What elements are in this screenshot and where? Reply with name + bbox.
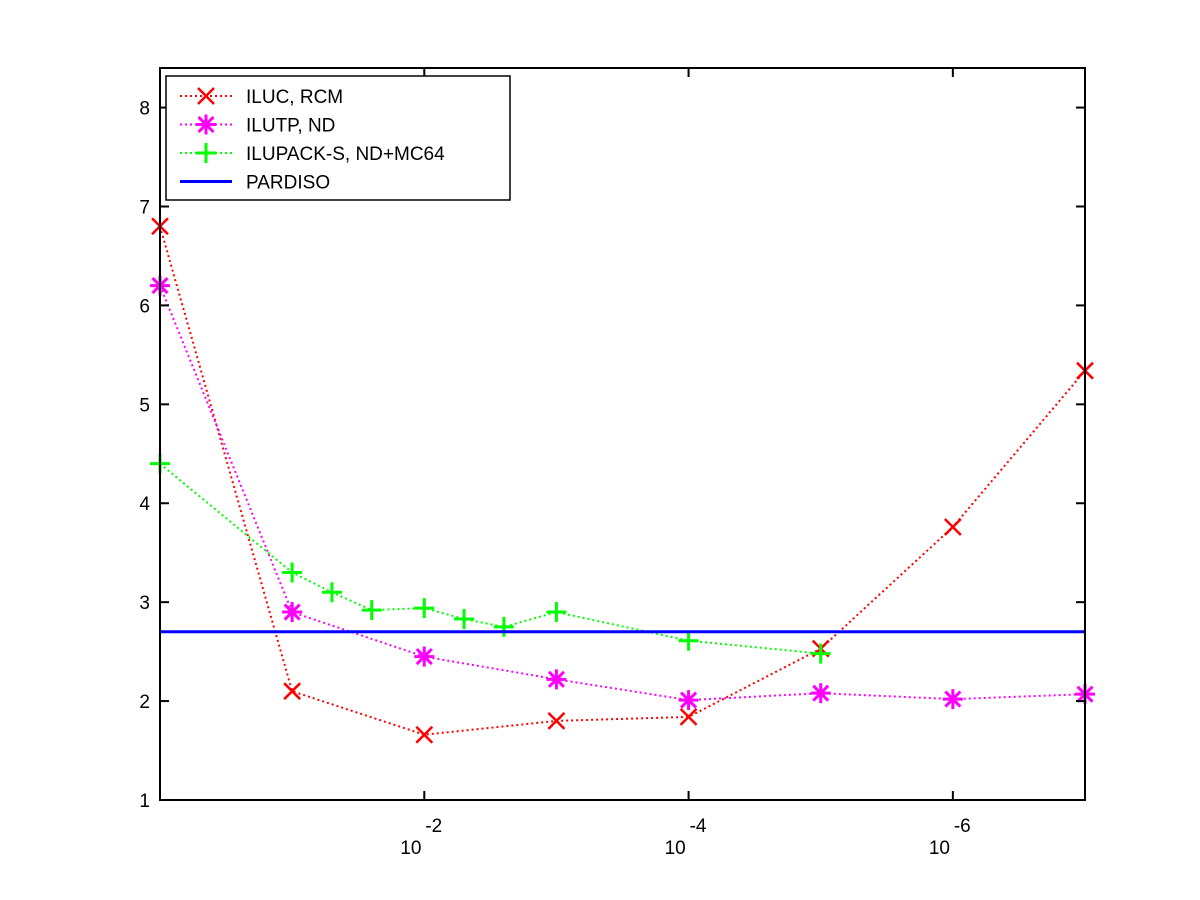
y-tick-label: 8 bbox=[139, 99, 150, 120]
marker-stroke bbox=[415, 725, 434, 744]
x-tick-label-exponent: -6 bbox=[954, 816, 971, 837]
series-0 bbox=[151, 217, 1094, 744]
legend-box bbox=[165, 75, 511, 201]
series-line bbox=[159, 285, 1086, 702]
y-tick-label: 5 bbox=[139, 395, 150, 416]
plot-frame bbox=[159, 67, 1086, 801]
series-line bbox=[159, 226, 1086, 736]
data-point bbox=[546, 602, 567, 623]
y-tick-label: 2 bbox=[139, 692, 150, 713]
data-point bbox=[282, 562, 303, 583]
legend: ILUC, RCM ILUTP, ND ILUPACK-S, ND+MC64 PARD… bbox=[165, 75, 511, 201]
marker-stroke bbox=[197, 87, 215, 105]
x-tick-label-base: 10 bbox=[929, 838, 950, 859]
legend-item: PARDISO bbox=[180, 173, 330, 194]
x-tick-label-base: 10 bbox=[665, 838, 686, 859]
legend-item: ILUC, RCM bbox=[180, 87, 343, 108]
y-tick-label: 7 bbox=[139, 197, 150, 218]
data-point bbox=[493, 616, 514, 637]
marker-stroke bbox=[197, 115, 215, 134]
series-2 bbox=[150, 453, 831, 664]
marker-stroke bbox=[680, 691, 698, 709]
data-point bbox=[547, 711, 566, 730]
legend-marker bbox=[196, 114, 216, 135]
data-point bbox=[361, 600, 382, 621]
marker-stroke bbox=[547, 711, 566, 730]
legend-label: ILUTP, ND bbox=[246, 116, 335, 137]
x-tick-label-exponent: -2 bbox=[425, 816, 442, 837]
data-point bbox=[321, 582, 342, 603]
legend-item: ILUTP, ND bbox=[180, 114, 335, 137]
data-point bbox=[454, 608, 475, 629]
data-point bbox=[678, 690, 699, 711]
series-line bbox=[159, 462, 821, 655]
data-point bbox=[678, 630, 699, 651]
data-point bbox=[810, 643, 831, 664]
marker-stroke bbox=[415, 648, 433, 666]
legend-label: PARDISO bbox=[246, 173, 330, 194]
legend-label: ILUPACK-S, ND+MC64 bbox=[246, 144, 445, 165]
y-tick-label: 3 bbox=[139, 593, 150, 614]
legend-marker bbox=[196, 143, 216, 163]
data-point bbox=[679, 708, 698, 726]
y-tick-label: 4 bbox=[139, 494, 150, 515]
y-tick-label: 6 bbox=[139, 296, 150, 317]
data-point bbox=[414, 646, 435, 667]
legend-label: ILUC, RCM bbox=[246, 87, 343, 108]
data-point bbox=[415, 725, 434, 744]
legend-item: ILUPACK-S, ND+MC64 bbox=[180, 143, 445, 165]
data-point bbox=[283, 682, 302, 701]
data-point bbox=[942, 689, 963, 710]
marker-stroke bbox=[944, 690, 962, 708]
data-point bbox=[943, 518, 962, 536]
marker-stroke bbox=[283, 603, 301, 621]
data-point bbox=[546, 669, 567, 690]
marker-stroke bbox=[283, 682, 302, 701]
marker-stroke bbox=[812, 684, 830, 702]
data-point bbox=[282, 602, 303, 623]
marker-stroke bbox=[547, 670, 565, 688]
marker-stroke bbox=[679, 708, 698, 726]
x-tick-label-base: 10 bbox=[400, 838, 421, 859]
y-tick-label: 1 bbox=[139, 791, 150, 812]
legend-marker bbox=[197, 87, 215, 105]
x-tick-label-exponent: -4 bbox=[690, 816, 707, 837]
marker-stroke bbox=[943, 518, 962, 536]
data-point bbox=[810, 683, 831, 704]
data-point bbox=[414, 598, 435, 619]
